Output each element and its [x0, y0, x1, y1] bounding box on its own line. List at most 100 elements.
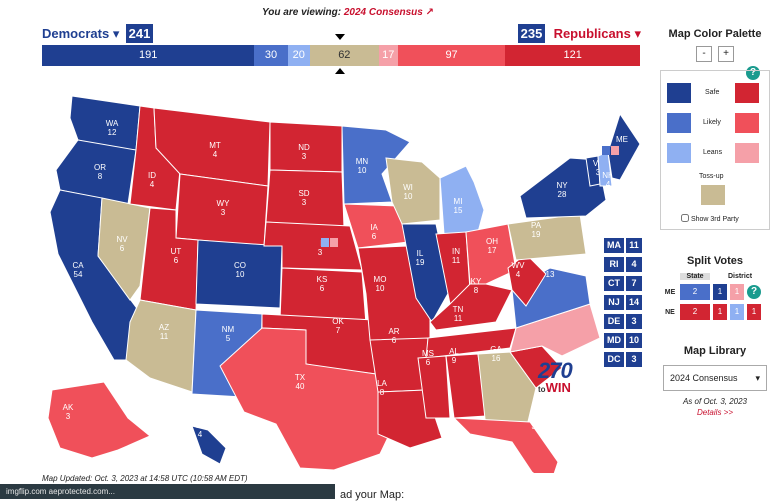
- state-ev-ms: 6: [426, 358, 431, 367]
- state-ev-ky: 8: [474, 286, 479, 295]
- browser-status-bar: imgflip.com aeprotected.com...: [0, 484, 335, 499]
- state-ev-nh: 4: [606, 180, 611, 189]
- state-ev-ny: 28: [558, 190, 567, 199]
- state-label-hi: HI: [196, 421, 204, 430]
- state-label-nm: NM: [222, 325, 235, 334]
- me-district-1-cell[interactable]: 1: [713, 284, 727, 300]
- tossup-swatch[interactable]: [701, 185, 725, 205]
- state-label-nv: NV: [116, 235, 128, 244]
- state-ev-co: 10: [236, 270, 245, 279]
- lean-dem-swatch[interactable]: [667, 143, 691, 163]
- state-ev-ga: 16: [492, 354, 501, 363]
- lean-rep-swatch[interactable]: [735, 143, 759, 163]
- me-district-box[interactable]: [611, 146, 619, 155]
- 270towin-logo: 270 toWIN: [538, 358, 572, 395]
- map-library-select[interactable]: 2024 Consensus▾: [663, 365, 767, 391]
- zoom-in-button[interactable]: +: [718, 46, 734, 62]
- safe-label: Safe: [705, 89, 719, 96]
- third-party-checkbox[interactable]: [681, 214, 689, 222]
- map-updated-note: Map Updated: Oct. 3, 2023 at 14:58 UTC (…: [42, 474, 248, 483]
- democrats-label[interactable]: Democrats ▾: [42, 26, 119, 42]
- state-ev-or: 8: [98, 172, 103, 181]
- me-district-box[interactable]: [602, 146, 610, 155]
- ev-bar-segment: 17: [379, 45, 398, 66]
- split-votes-panel: Split Votes State District ME 2 1 1 ? NE…: [660, 255, 770, 324]
- state-ev-il: 19: [416, 258, 425, 267]
- load-map-heading: ad your Map:: [340, 489, 404, 501]
- state-label-sd: SD: [298, 189, 309, 198]
- me-district-box[interactable]: [620, 146, 628, 155]
- safe-dem-swatch[interactable]: [667, 83, 691, 103]
- state-label-ga: GA: [490, 345, 502, 354]
- state-ev-ut: 6: [174, 256, 179, 265]
- state-ev-ks: 6: [320, 284, 325, 293]
- zoom-controls: - +: [660, 46, 770, 62]
- likely-rep-swatch[interactable]: [735, 113, 759, 133]
- state-ev-la: 8: [380, 388, 385, 397]
- viewing-banner: You are viewing: 2024 Consensus ↗: [262, 7, 434, 18]
- state-label-il: IL: [417, 249, 424, 258]
- state-label-wa: WA: [106, 119, 119, 128]
- state-ev-id: 4: [150, 180, 155, 189]
- zoom-out-button[interactable]: -: [696, 46, 712, 62]
- state-ev-ia: 6: [372, 232, 377, 241]
- state-ev-oh: 17: [488, 246, 497, 255]
- state-label-mn: MN: [356, 157, 369, 166]
- ne-district-1-cell[interactable]: 1: [713, 304, 727, 320]
- state-ev-in: 11: [452, 256, 461, 265]
- palette-swatches: Safe Likely Leans Toss-up Show 3rd Party: [660, 70, 770, 230]
- ne-district-box[interactable]: [321, 238, 329, 247]
- split-row-me-label: ME: [660, 289, 680, 296]
- map-color-palette: Map Color Palette - + ? Safe Likely Lean…: [660, 28, 770, 230]
- third-party-toggle[interactable]: Show 3rd Party: [681, 214, 739, 223]
- state-label-wi: WI: [403, 183, 413, 192]
- ne-district-box[interactable]: [312, 238, 320, 247]
- state-ev-az: 11: [160, 332, 169, 341]
- viewing-prefix: You are viewing:: [262, 7, 341, 18]
- likely-dem-swatch[interactable]: [667, 113, 691, 133]
- state-az[interactable]: [126, 300, 196, 392]
- me-district-2-cell[interactable]: 1: [730, 284, 744, 300]
- ne-statewide-cell[interactable]: 2: [680, 304, 710, 320]
- state-label-mt: MT: [209, 141, 221, 150]
- state-ev-nd: 3: [302, 152, 307, 161]
- viewing-map-link[interactable]: 2024 Consensus ↗: [344, 7, 434, 18]
- state-ev-mn: 10: [358, 166, 367, 175]
- state-label-wv: WV: [512, 261, 526, 270]
- district-header: District: [710, 273, 770, 280]
- details-link[interactable]: Details >>: [660, 408, 770, 417]
- state-label-az: AZ: [159, 323, 169, 332]
- tossup-label: Toss-up: [699, 173, 724, 180]
- state-ev-hi: 4: [198, 430, 203, 439]
- split-help-icon[interactable]: ?: [747, 285, 761, 299]
- ne-district-box[interactable]: [330, 238, 338, 247]
- state-ev-al: 9: [452, 356, 457, 365]
- state-ev-tn: 11: [454, 314, 463, 323]
- state-label-ca: CA: [72, 261, 84, 270]
- state-label-mo: MO: [374, 275, 387, 284]
- republicans-total: 235: [518, 24, 545, 43]
- state-ev-ak: 3: [66, 412, 71, 421]
- state-label-va: VA: [545, 261, 556, 270]
- state-ak[interactable]: [48, 382, 150, 458]
- state-ev-wv: 4: [516, 270, 521, 279]
- me-statewide-cell[interactable]: 2: [680, 284, 710, 300]
- state-fl[interactable]: [454, 418, 558, 473]
- state-ev-mo: 10: [376, 284, 385, 293]
- map-library-title: Map Library: [660, 345, 770, 357]
- state-header: State: [680, 273, 710, 280]
- ne-district-3-cell[interactable]: 1: [747, 304, 761, 320]
- state-pa[interactable]: [508, 214, 586, 260]
- ne-district-2-cell[interactable]: 1: [730, 304, 744, 320]
- republicans-label[interactable]: Republicans ▾: [554, 26, 641, 42]
- safe-rep-swatch[interactable]: [735, 83, 759, 103]
- us-electoral-map[interactable]: WA12OR8CA54NV6ID4MT4WY3UT6AZ11CO10NM5ND3…: [30, 78, 650, 473]
